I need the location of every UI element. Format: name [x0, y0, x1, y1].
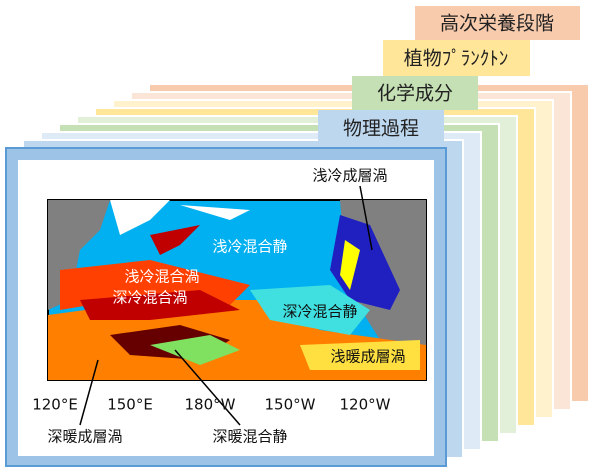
map — [47, 199, 427, 381]
layer-label: 高次栄養段階 — [440, 13, 554, 35]
axis-label: 150°W — [265, 396, 316, 414]
region-label: 深冷混合静 — [282, 303, 357, 321]
layer-label: 化学成分 — [377, 83, 453, 105]
region-label: 深暖混合静 — [212, 428, 287, 446]
region-label: 浅冷混合静 — [212, 238, 287, 256]
region-label: 浅冷成層渦 — [312, 167, 387, 185]
axis-label: 180°W — [185, 396, 236, 414]
region-label: 深冷混合渦 — [112, 289, 187, 307]
axis-label: 120°W — [340, 396, 391, 414]
layer-label: 物理過程 — [343, 118, 419, 140]
region-label: 深暖成層渦 — [47, 428, 122, 446]
axis-label: 120°E — [32, 396, 78, 414]
axis-label: 150°E — [107, 396, 153, 414]
region-label: 浅冷混合渦 — [124, 268, 199, 286]
region-label: 浅暖成層渦 — [330, 348, 405, 366]
layer-label: 植物ﾌﾟﾗﾝｸﾄﾝ — [404, 48, 509, 70]
